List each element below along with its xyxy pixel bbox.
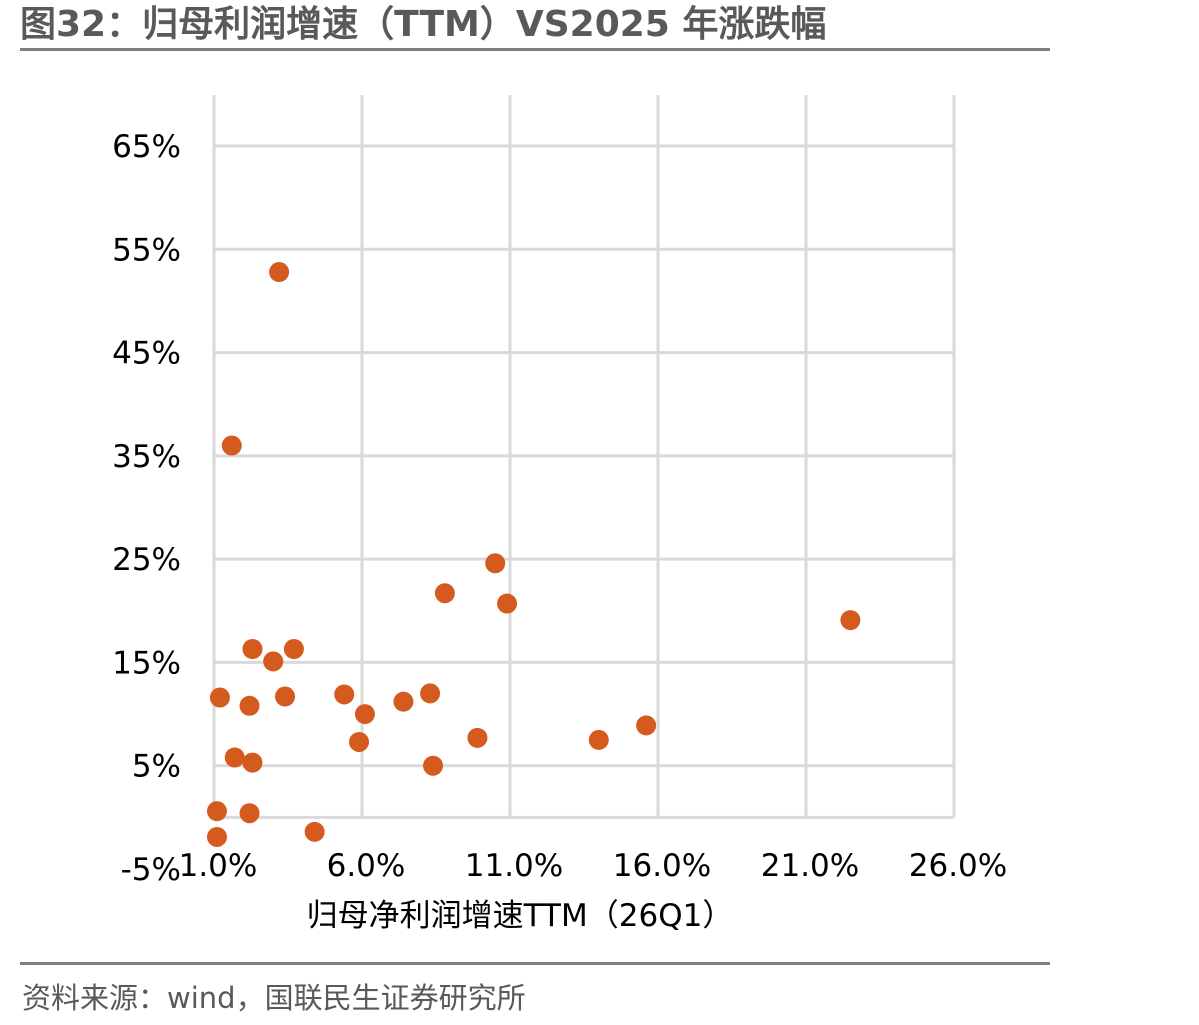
x-axis-title: 归母净利润增速TTM（26Q1） [307,898,734,934]
x-tick-labels: 1.0% 6.0% 11.0% 16.0% 21.0% 26.0% [179,848,1008,884]
data-point [485,553,506,574]
data-point [588,729,609,750]
y-tick-label: 55% [112,232,181,268]
data-point [393,691,414,712]
y-tick-label: -5% [121,852,181,888]
data-point [242,752,263,773]
data-point [206,826,227,847]
data-point [239,695,260,716]
data-point [354,704,375,725]
x-tick-label: 16.0% [613,848,711,884]
data-point [263,651,284,672]
y-tick-label: 5% [132,749,181,785]
y-tick-label: 45% [112,336,181,372]
x-tick-label: 1.0% [179,848,258,884]
data-point [209,687,230,708]
data-point [242,639,263,660]
y-tick-label: 35% [112,439,181,475]
footer-divider [20,962,1050,965]
data-point [467,727,488,748]
data-point [224,747,245,768]
data-point [420,683,441,704]
y-tick-label: 65% [112,129,181,165]
grid-lines [212,95,956,818]
data-point [304,821,325,842]
x-tick-label: 11.0% [465,848,563,884]
data-point [434,583,455,604]
data-point [269,262,290,283]
y-tick-label: 15% [112,645,181,681]
data-point [283,639,304,660]
x-tick-label: 6.0% [327,848,406,884]
data-point [636,715,657,736]
data-point [497,593,518,614]
x-tick-label: 21.0% [761,848,859,884]
data-point [221,435,242,456]
y-tick-labels: -5% 5% 15% 25% 35% 45% 55% 65% [112,129,181,888]
scatter-chart: -5% 5% 15% 25% 35% 45% 55% 65% 1.0% 6.0% 11.0% 16.… [112,95,1008,934]
figure-title: 图32：归母利润增速（TTM）VS2025 年涨跌幅 [20,4,827,45]
data-point [423,755,444,776]
data-point [840,610,861,631]
y-tick-label: 25% [112,542,181,578]
data-point [334,684,355,705]
data-point [239,803,260,824]
data-points [206,262,861,847]
title-divider [20,48,1050,51]
data-point [275,686,296,707]
data-point [349,731,370,752]
x-tick-label: 26.0% [909,848,1007,884]
data-point [206,801,227,822]
source-note: 资料来源：wind，国联民生证券研究所 [22,981,526,1015]
